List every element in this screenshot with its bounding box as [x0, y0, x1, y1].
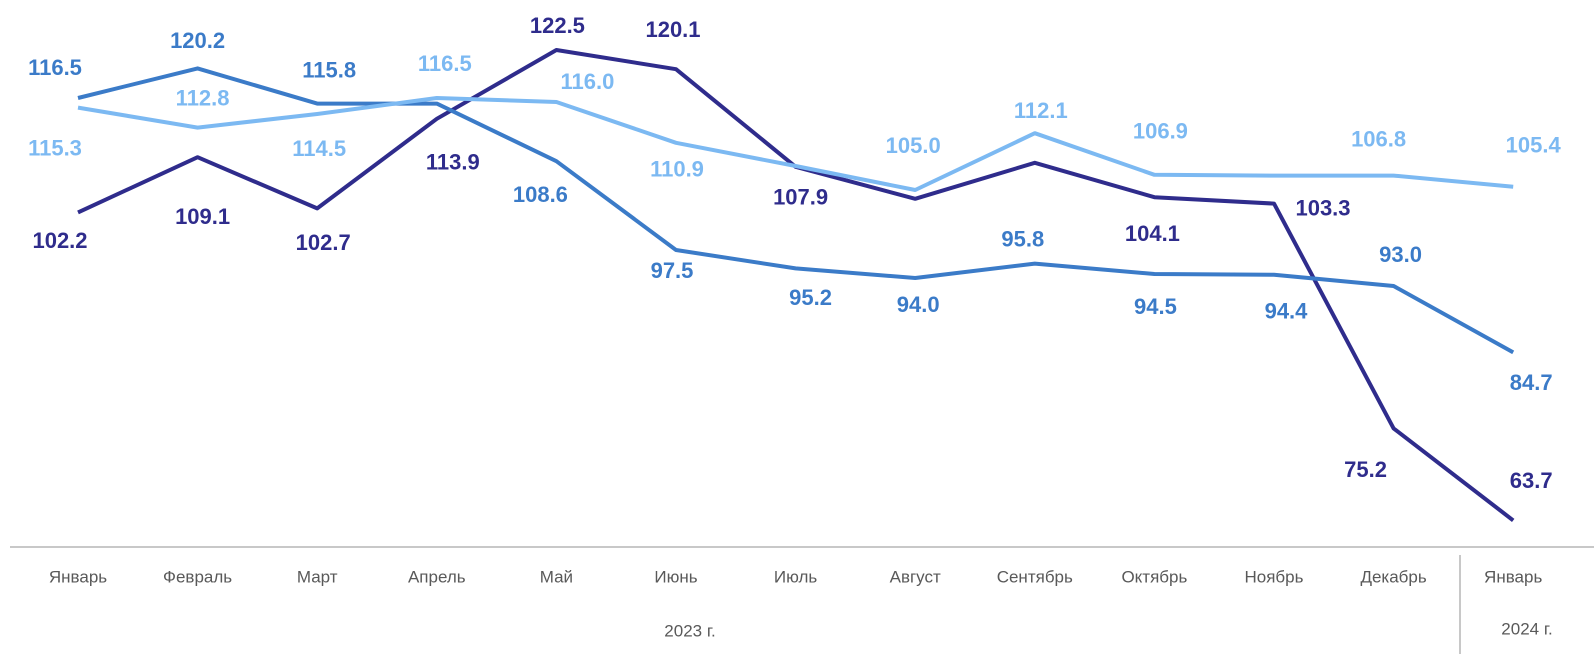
- data-label: 116.5: [418, 51, 472, 76]
- data-label: 105.4: [1506, 133, 1562, 158]
- data-label: 116.0: [560, 69, 614, 94]
- data-label: 106.8: [1351, 126, 1406, 151]
- x-tick-label: Январь: [1484, 567, 1542, 586]
- data-label: 120.1: [645, 17, 700, 42]
- data-label: 102.7: [296, 230, 351, 255]
- data-label: 94.4: [1265, 299, 1309, 324]
- data-label: 116.5: [28, 55, 82, 80]
- x-tick-label: Январь: [49, 567, 107, 586]
- data-label: 97.5: [651, 258, 694, 283]
- x-tick-label: Март: [297, 567, 338, 586]
- data-label: 95.2: [789, 285, 832, 310]
- data-label: 112.8: [176, 85, 230, 110]
- data-label: 115.3: [28, 135, 82, 160]
- group-label: 2024 г.: [1501, 619, 1552, 638]
- x-tick-label: Ноябрь: [1245, 567, 1304, 586]
- data-label: 107.9: [773, 185, 828, 210]
- data-label: 122.5: [530, 13, 585, 38]
- data-label: 113.9: [426, 150, 480, 175]
- data-label: 95.8: [1001, 226, 1044, 251]
- data-label: 105.0: [886, 133, 941, 158]
- data-label: 94.0: [897, 292, 940, 317]
- data-label: 93.0: [1379, 242, 1422, 267]
- x-tick-label: Февраль: [163, 567, 232, 586]
- x-tick-label: Июнь: [654, 567, 697, 586]
- x-tick-label: Май: [540, 567, 573, 586]
- data-label: 112.1: [1014, 98, 1068, 123]
- data-label: 63.7: [1510, 468, 1553, 493]
- data-label: 115.8: [302, 57, 356, 82]
- data-label: 103.3: [1295, 195, 1350, 220]
- data-label: 94.5: [1134, 294, 1177, 319]
- data-label: 102.2: [32, 228, 87, 253]
- x-tick-label: Июль: [774, 567, 818, 586]
- data-label: 114.5: [292, 136, 346, 161]
- data-label: 106.9: [1133, 119, 1188, 144]
- data-label: 84.7: [1510, 370, 1553, 395]
- data-label: 109.1: [175, 204, 230, 229]
- x-tick-label: Август: [890, 567, 941, 586]
- data-label: 75.2: [1344, 457, 1387, 482]
- x-tick-label: Октябрь: [1121, 567, 1187, 586]
- data-label: 120.2: [170, 28, 225, 53]
- data-label: 104.1: [1125, 221, 1180, 246]
- group-label: 2023 г.: [664, 621, 715, 640]
- x-tick-label: Декабрь: [1360, 567, 1426, 586]
- series-line: [77, 96, 1514, 192]
- x-tick-label: Апрель: [408, 567, 466, 586]
- series-line: [77, 66, 1515, 355]
- data-label: 108.6: [513, 182, 568, 207]
- x-tick-label: Сентябрь: [997, 567, 1073, 586]
- data-label: 110.9: [650, 157, 704, 182]
